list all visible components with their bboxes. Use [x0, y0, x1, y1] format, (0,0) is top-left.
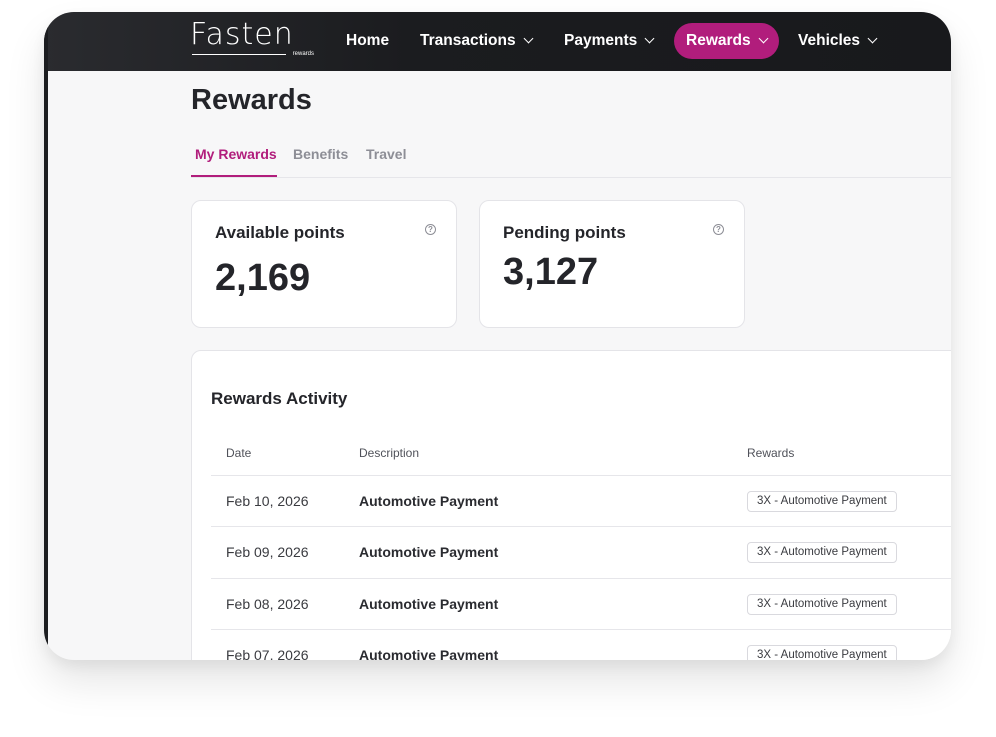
pending-points-label: Pending points [503, 223, 626, 242]
nav-item-label: Home [346, 32, 390, 49]
nav-item-vehicles[interactable]: Vehicles [798, 23, 878, 59]
logo-underline [192, 54, 286, 55]
row-description: Automotive Payment [359, 493, 499, 509]
nav-item-label: Payments [564, 32, 638, 49]
nav-item-home[interactable]: Home [346, 23, 389, 59]
page-title: Rewards [191, 84, 312, 116]
fasten-logo[interactable]: Fasten rewards [190, 18, 314, 60]
row-date: Feb 07, 2026 [226, 647, 309, 660]
available-points-card: Available points ? 2,169 [191, 200, 457, 328]
table-row[interactable]: Feb 08, 2026 Automotive Payment 3X - Aut… [211, 578, 951, 630]
rewards-tabs: My Rewards Benefits Travel [191, 142, 951, 178]
column-header-date[interactable]: Date [226, 446, 252, 460]
rewards-activity-title: Rewards Activity [211, 389, 348, 408]
reward-badge: 3X - Automotive Payment [747, 491, 897, 512]
chevron-down-icon [523, 33, 534, 44]
chevron-down-icon [758, 33, 769, 44]
reward-badge: 3X - Automotive Payment [747, 594, 897, 615]
row-description: Automotive Payment [359, 596, 499, 612]
nav-item-label: Rewards [686, 32, 751, 49]
row-description: Automotive Payment [359, 647, 499, 660]
question-circle-icon[interactable]: ? [713, 224, 724, 235]
table-row[interactable]: Feb 10, 2026 Automotive Payment 3X - Aut… [211, 475, 951, 527]
nav-item-payments[interactable]: Payments [564, 23, 655, 59]
column-header-rewards[interactable]: Rewards [747, 446, 795, 460]
nav-item-transactions[interactable]: Transactions [420, 23, 534, 59]
window-edge [44, 12, 48, 660]
row-description: Automotive Payment [359, 544, 499, 560]
nav-item-label: Transactions [420, 32, 516, 49]
top-navbar: Fasten rewards Home Transactions Payment… [44, 12, 951, 71]
logo-text: Fasten [190, 17, 294, 52]
row-date: Feb 09, 2026 [226, 544, 309, 560]
active-tab-indicator [191, 175, 277, 177]
pending-points-card: Pending points ? 3,127 [479, 200, 745, 328]
chevron-down-icon [644, 33, 655, 44]
logo-subtext: rewards [292, 51, 314, 57]
tab-travel[interactable]: Travel [366, 146, 407, 162]
row-date: Feb 08, 2026 [226, 596, 309, 612]
app-window: Fasten rewards Home Transactions Payment… [44, 12, 951, 660]
available-points-label: Available points [215, 223, 345, 242]
tab-benefits[interactable]: Benefits [293, 146, 349, 162]
nav-item-rewards[interactable]: Rewards [674, 23, 779, 59]
reward-badge: 3X - Automotive Payment [747, 542, 897, 563]
tab-my-rewards[interactable]: My Rewards [195, 146, 277, 162]
chevron-down-icon [867, 33, 878, 44]
row-date: Feb 10, 2026 [226, 493, 309, 509]
nav-item-label: Vehicles [798, 32, 861, 49]
pending-points-value: 3,127 [503, 251, 599, 293]
reward-badge: 3X - Automotive Payment [747, 645, 897, 660]
available-points-value: 2,169 [215, 257, 311, 299]
column-header-description[interactable]: Description [359, 446, 420, 460]
table-row[interactable]: Feb 09, 2026 Automotive Payment 3X - Aut… [211, 526, 951, 578]
rewards-activity-card: Rewards Activity Date Description Reward… [191, 350, 951, 660]
table-row[interactable]: Feb 07, 2026 Automotive Payment 3X - Aut… [211, 629, 951, 660]
question-circle-icon[interactable]: ? [425, 224, 436, 235]
